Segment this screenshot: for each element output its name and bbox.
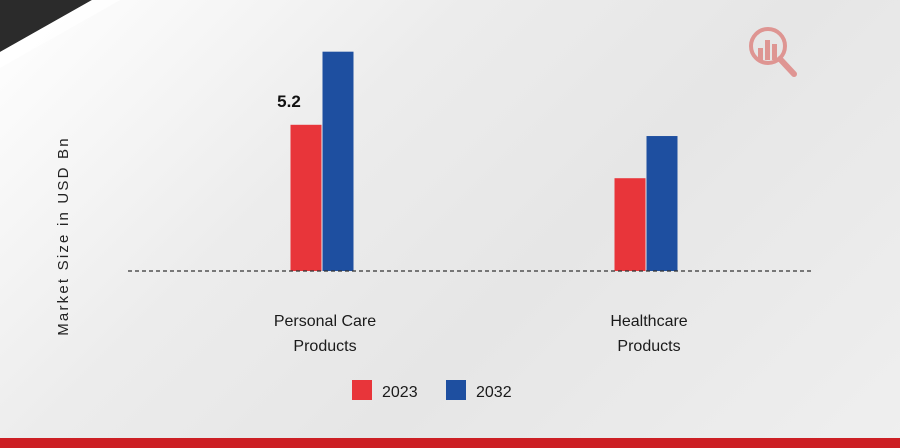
decorative-wedge-shadow (0, 0, 120, 68)
bar-2023-2 (614, 178, 646, 271)
bar-2032-1 (322, 51, 354, 271)
legend: 2023 2032 (352, 380, 512, 401)
legend-swatch-2032 (446, 380, 466, 400)
bar-2032-2 (646, 136, 678, 271)
bar-2023-1 (290, 124, 322, 271)
bottom-banner (0, 438, 900, 448)
legend-label-2023: 2023 (382, 384, 418, 401)
y-axis-label: Market Size in USD Bn (55, 136, 72, 336)
x-tick-label: Products (293, 338, 356, 355)
x-tick-label: Healthcare (610, 313, 687, 330)
x-tick-label: Products (617, 338, 680, 355)
legend-swatch-2023 (352, 380, 372, 400)
legend-label-2032: 2032 (476, 384, 512, 401)
x-tick-label: Personal Care (274, 313, 376, 330)
magnifier-bar-chart-icon (749, 27, 797, 77)
data-label: 5.2 (277, 92, 301, 111)
